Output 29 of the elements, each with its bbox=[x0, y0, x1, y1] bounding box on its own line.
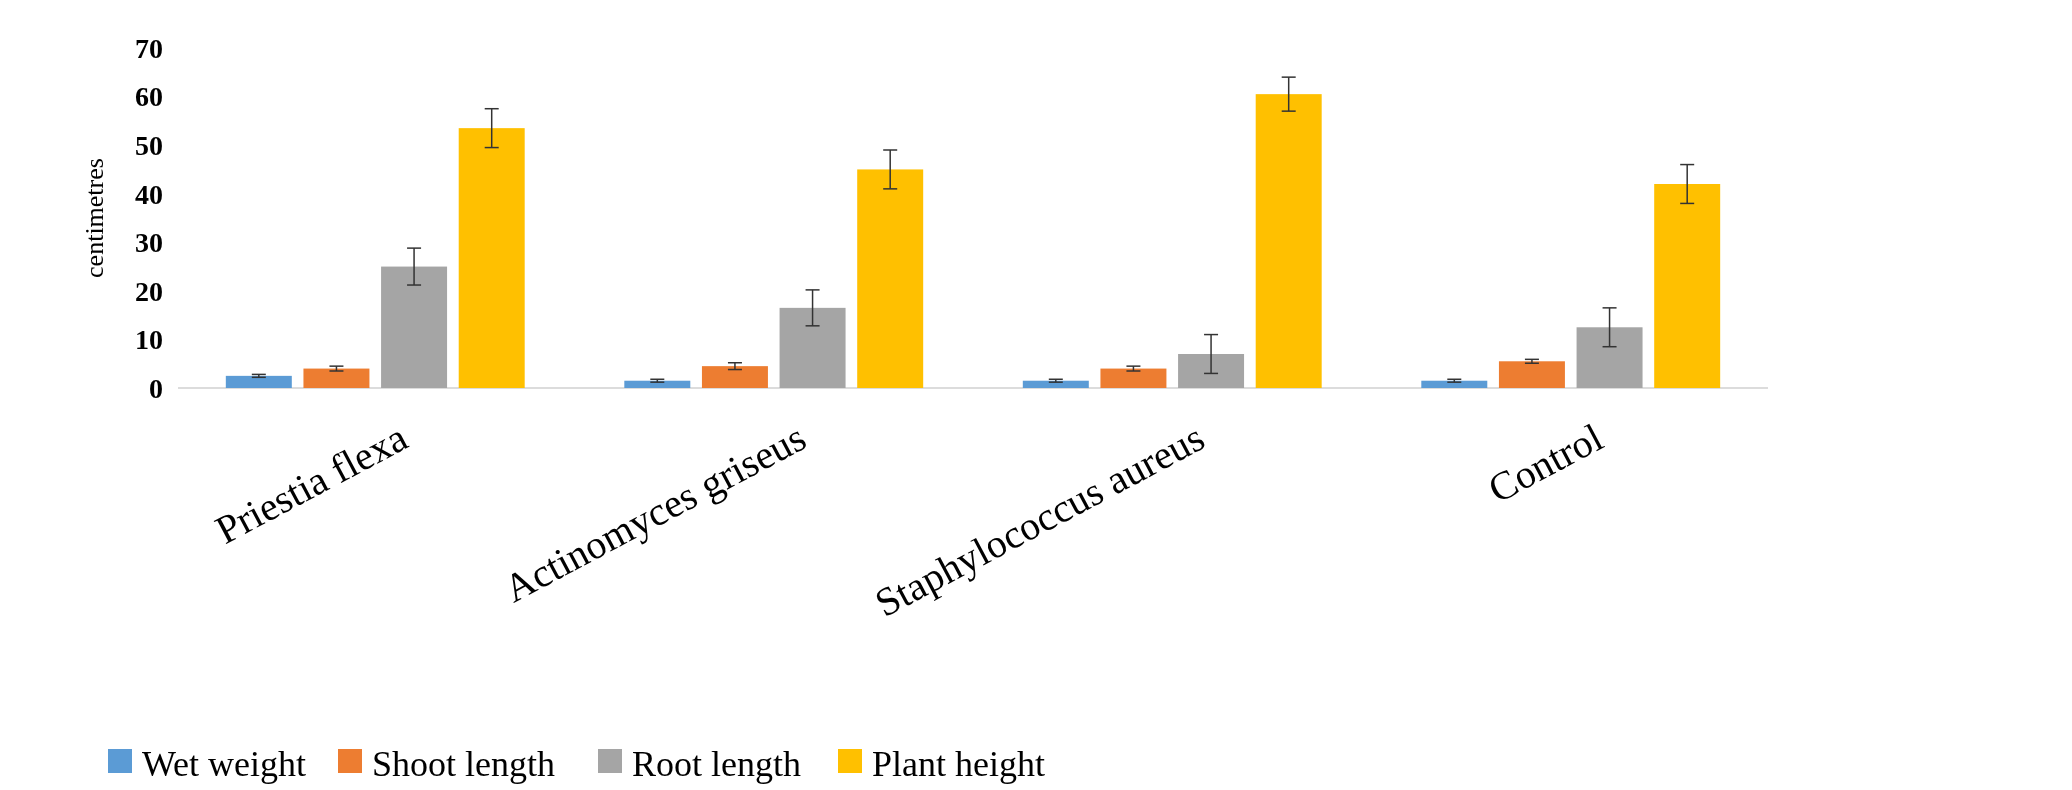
legend-label: Root length bbox=[632, 743, 801, 784]
bar bbox=[779, 307, 846, 388]
y-tick-label: 60 bbox=[135, 81, 163, 113]
bar bbox=[1022, 380, 1089, 388]
y-axis-title: centimetres bbox=[80, 158, 109, 278]
y-tick-label: 50 bbox=[135, 129, 163, 161]
bar bbox=[1498, 361, 1565, 388]
bar bbox=[303, 368, 370, 388]
bar bbox=[225, 375, 292, 388]
bar bbox=[381, 266, 448, 388]
bar bbox=[1255, 94, 1322, 388]
bar bbox=[458, 128, 525, 388]
y-tick-label: 0 bbox=[149, 372, 163, 404]
bar bbox=[857, 169, 924, 388]
legend-label: Plant height bbox=[872, 743, 1045, 784]
y-tick-label: 70 bbox=[135, 32, 163, 64]
y-tick-label: 30 bbox=[135, 227, 163, 259]
y-tick-label: 10 bbox=[135, 324, 163, 356]
y-tick-label: 40 bbox=[135, 178, 163, 210]
y-tick-label: 20 bbox=[135, 275, 163, 307]
bar bbox=[1421, 380, 1488, 388]
legend-label: Wet weight bbox=[142, 743, 307, 784]
bar bbox=[1576, 327, 1643, 388]
bar bbox=[1100, 368, 1167, 388]
bar bbox=[1654, 184, 1721, 388]
bar bbox=[1178, 354, 1245, 388]
legend-label: Shoot length bbox=[372, 743, 556, 784]
bar bbox=[624, 380, 691, 388]
bar bbox=[701, 366, 768, 388]
